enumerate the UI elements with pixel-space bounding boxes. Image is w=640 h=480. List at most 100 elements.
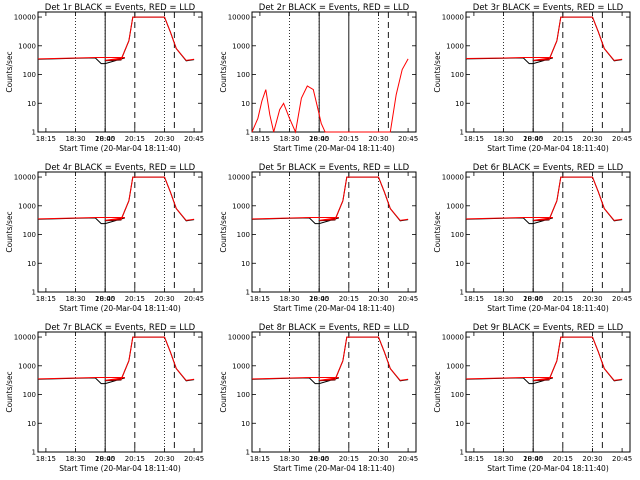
x-tick-label: 18:30 — [279, 295, 299, 303]
x-tick-label: 20:00 — [523, 135, 543, 143]
y-tick-label: 1 — [460, 289, 464, 297]
x-tick-label: 20:30 — [582, 135, 602, 143]
y-tick-label: 100 — [237, 71, 250, 79]
plot-frame — [251, 331, 417, 453]
x-tick-label: 20:00 — [95, 295, 115, 303]
x-tick-label: 18:45 — [309, 135, 329, 143]
x-tick-label: 20:30 — [582, 455, 602, 463]
x-tick-label: 20:15 — [339, 455, 359, 463]
x-tick-label: 18:30 — [65, 295, 85, 303]
x-tick-label: 20:30 — [582, 295, 602, 303]
x-tick-label: 18:15 — [36, 455, 56, 463]
series-lld — [251, 176, 409, 221]
y-tick-label: 100 — [451, 391, 464, 399]
x-tick-label: 18:45 — [523, 295, 543, 303]
x-tick-label: 20:30 — [154, 135, 174, 143]
x-tick-label: 20:15 — [553, 295, 573, 303]
x-tick-label: 20:15 — [553, 135, 573, 143]
y-tick-label: 1000 — [18, 202, 36, 210]
x-tick-label: 18:30 — [493, 455, 513, 463]
y-tick-label: 1000 — [446, 42, 464, 50]
x-tick-label: 18:30 — [65, 455, 85, 463]
y-tick-label: 10000 — [228, 14, 250, 22]
y-tick-label: 10000 — [442, 174, 464, 182]
x-tick-label: 20:45 — [398, 135, 418, 143]
x-tick-label: 20:00 — [309, 295, 329, 303]
x-tick-label: 20:45 — [184, 295, 204, 303]
series-events — [251, 176, 409, 225]
x-tick-label: 20:45 — [612, 135, 632, 143]
plot-frame — [465, 171, 631, 293]
y-tick-label: 10 — [27, 420, 36, 428]
x-tick-label: 18:15 — [250, 295, 270, 303]
y-tick-label: 100 — [23, 391, 36, 399]
x-axis-label: Start Time (20-Mar-04 18:11:40) — [59, 464, 181, 473]
x-tick-label: 18:45 — [95, 455, 115, 463]
series-events — [251, 336, 409, 385]
panel-det-4: Det 4r BLACK = Events, RED = LLD 1 10 100 10… — [5, 163, 204, 313]
y-tick-label: 1000 — [232, 362, 250, 370]
x-axis-label: Start Time (20-Mar-04 18:11:40) — [273, 464, 395, 473]
x-tick-label: 18:15 — [250, 135, 270, 143]
plot-frame — [37, 11, 203, 133]
y-axis-label: Counts/sec — [5, 211, 14, 252]
series-lld — [37, 16, 195, 61]
x-tick-label: 20:00 — [523, 455, 543, 463]
y-tick-label: 10000 — [14, 14, 36, 22]
y-axis-label: Counts/sec — [219, 371, 228, 412]
panel-det-8: Det 8r BLACK = Events, RED = LLD 1 10 100 10… — [219, 323, 418, 473]
y-tick-label: 10 — [241, 100, 250, 108]
x-tick-label: 18:30 — [493, 135, 513, 143]
panel-title: Det 1r BLACK = Events, RED = LLD — [45, 3, 196, 13]
x-axis-label: Start Time (20-Mar-04 18:11:40) — [59, 144, 181, 153]
x-tick-label: 20:45 — [398, 295, 418, 303]
y-tick-label: 1 — [246, 289, 250, 297]
x-tick-label: 20:00 — [309, 135, 329, 143]
y-tick-label: 1 — [32, 449, 36, 457]
y-tick-label: 1 — [32, 129, 36, 137]
panel-title: Det 6r BLACK = Events, RED = LLD — [473, 163, 624, 173]
x-tick-label: 18:45 — [523, 455, 543, 463]
x-tick-label: 18:15 — [464, 135, 484, 143]
x-tick-label: 18:15 — [36, 135, 56, 143]
panel-det-6: Det 6r BLACK = Events, RED = LLD 1 10 100 10… — [433, 163, 632, 313]
x-tick-label: 18:15 — [250, 455, 270, 463]
x-tick-label: 20:45 — [184, 455, 204, 463]
y-tick-label: 10000 — [442, 334, 464, 342]
y-tick-label: 1 — [460, 129, 464, 137]
panel-title: Det 8r BLACK = Events, RED = LLD — [259, 323, 410, 333]
series-lld — [251, 336, 409, 381]
y-axis-label: Counts/sec — [433, 371, 442, 412]
x-tick-label: 20:15 — [553, 455, 573, 463]
x-tick-label: 18:45 — [95, 295, 115, 303]
series-lld — [465, 176, 623, 221]
x-tick-label: 18:15 — [464, 455, 484, 463]
y-tick-label: 1000 — [18, 362, 36, 370]
x-tick-label: 20:30 — [368, 135, 388, 143]
x-tick-label: 20:30 — [154, 295, 174, 303]
plot-frame — [37, 331, 203, 453]
plot-frame — [37, 171, 203, 293]
series-events — [37, 176, 195, 225]
y-tick-label: 1 — [32, 289, 36, 297]
plot-frame — [251, 11, 417, 133]
x-tick-label: 20:15 — [125, 135, 145, 143]
y-axis-label: Counts/sec — [219, 211, 228, 252]
y-tick-label: 1000 — [232, 202, 250, 210]
series-events — [465, 336, 623, 385]
series-lld — [251, 58, 409, 134]
x-tick-label: 20:00 — [523, 295, 543, 303]
x-axis-label: Start Time (20-Mar-04 18:11:40) — [487, 144, 609, 153]
x-tick-label: 20:45 — [398, 455, 418, 463]
x-tick-label: 18:45 — [309, 295, 329, 303]
x-tick-label: 18:45 — [309, 455, 329, 463]
panel-det-7: Det 7r BLACK = Events, RED = LLD 1 10 100 10… — [5, 323, 204, 473]
plot-frame — [465, 331, 631, 453]
x-tick-label: 20:15 — [125, 455, 145, 463]
x-tick-label: 18:15 — [464, 295, 484, 303]
x-tick-label: 20:45 — [184, 135, 204, 143]
y-tick-label: 1000 — [446, 202, 464, 210]
y-tick-label: 10 — [241, 420, 250, 428]
y-tick-label: 100 — [451, 71, 464, 79]
